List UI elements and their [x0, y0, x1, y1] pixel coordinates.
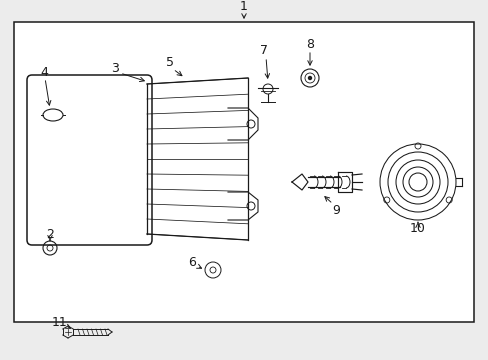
- Text: 4: 4: [40, 66, 48, 78]
- Text: 6: 6: [188, 256, 196, 270]
- Text: 7: 7: [260, 45, 267, 58]
- FancyBboxPatch shape: [27, 75, 152, 245]
- Text: 2: 2: [46, 228, 54, 240]
- Text: 9: 9: [331, 203, 339, 216]
- Circle shape: [308, 77, 311, 80]
- Text: 1: 1: [240, 0, 247, 13]
- Text: 11: 11: [52, 316, 68, 329]
- Text: 10: 10: [409, 221, 425, 234]
- Text: 5: 5: [165, 57, 174, 69]
- Text: 8: 8: [305, 37, 313, 50]
- Text: 3: 3: [111, 62, 119, 75]
- Bar: [14, 22, 473, 322]
